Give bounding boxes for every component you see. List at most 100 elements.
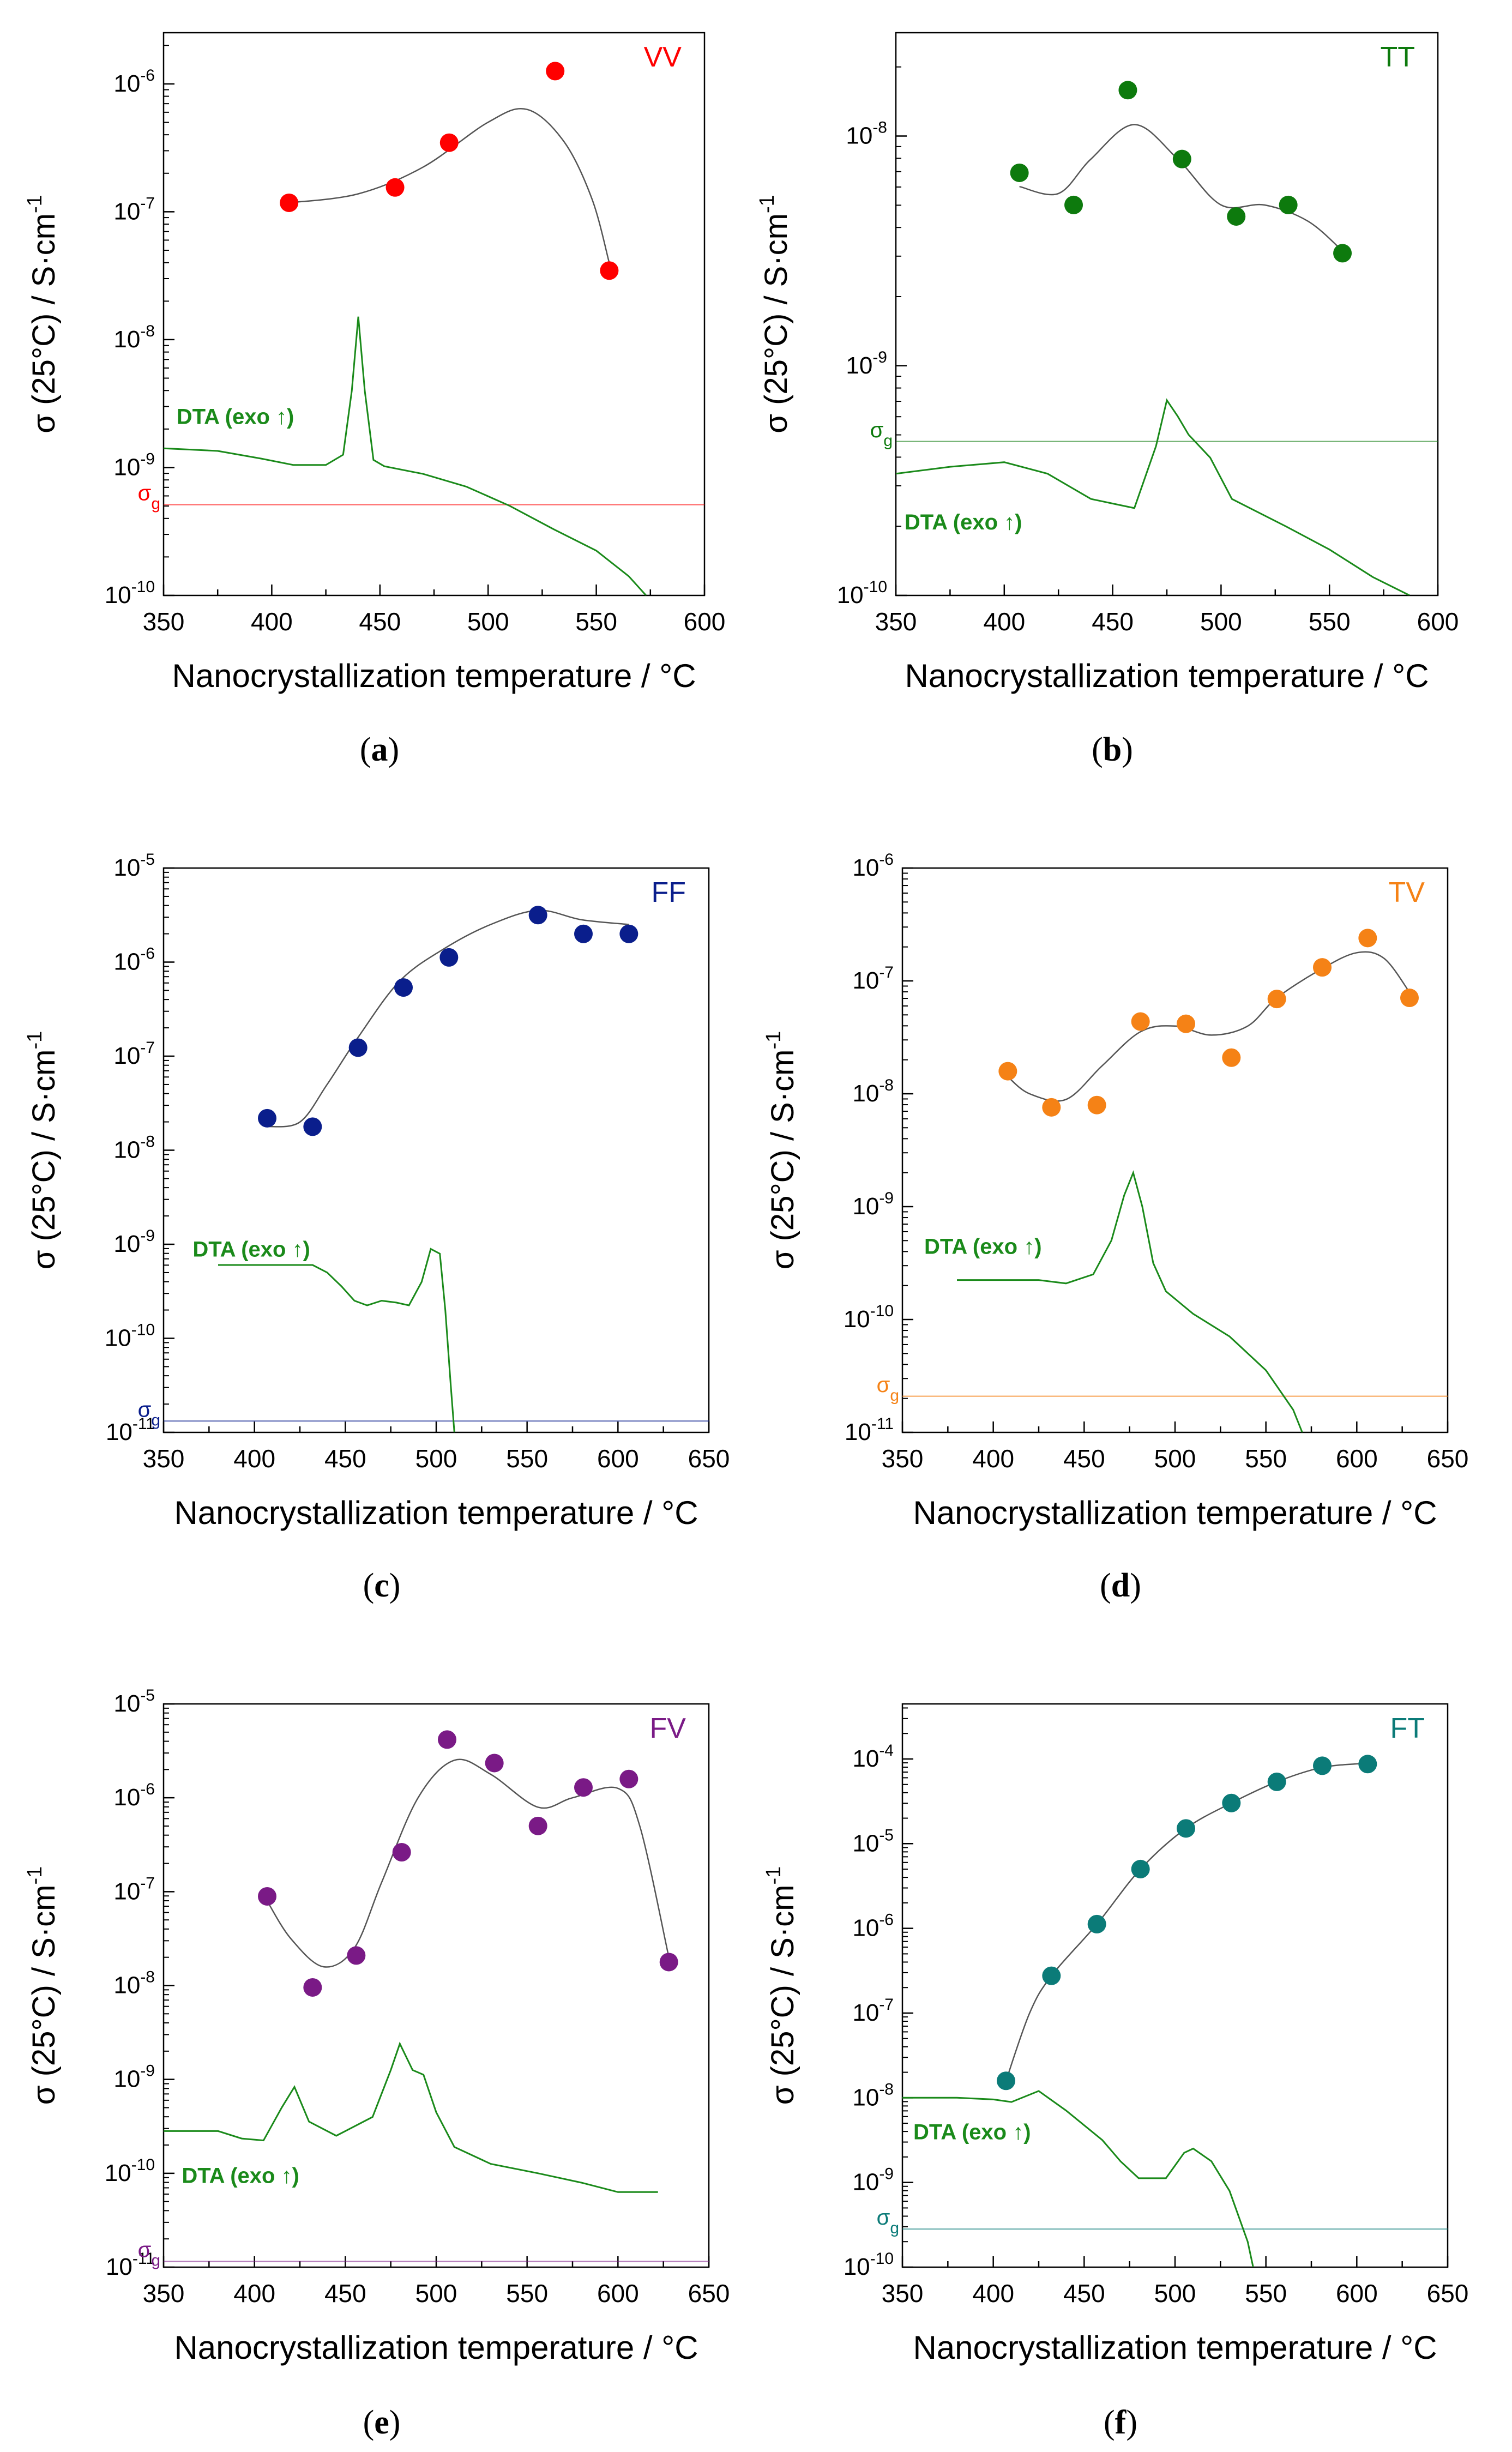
y-tick-label: 10-10 (105, 1321, 155, 1352)
chart-panel-c: 350 400 450 500 550 600 650 10-11 10-10 10-9 10-8 1… (23, 851, 730, 1604)
x-tick-label: 550 (1245, 1444, 1287, 1473)
data-point (1267, 1772, 1286, 1791)
dta-curve (902, 2090, 1254, 2267)
plot-frame (901, 1703, 1449, 2268)
y-tick-label: 10-7 (113, 1874, 155, 1905)
data-point (439, 948, 459, 967)
y-tick-label: 10-9 (852, 2165, 894, 2196)
y-tick-label: 10-6 (852, 1911, 894, 1942)
x-tick-label: 550 (506, 2279, 548, 2308)
x-tick-label: 350 (143, 607, 185, 636)
y-tick-label: 10-10 (844, 2250, 894, 2280)
x-tick-label: 400 (972, 2279, 1014, 2308)
x-tick-label: 500 (467, 607, 509, 636)
x-tick-label: 350 (882, 1444, 924, 1473)
dta-label: DTA (exo ↑) (192, 1238, 310, 1262)
sigma-g-label: σg (138, 2238, 160, 2270)
sigma-g-label: σg (877, 2206, 899, 2237)
y-tick-label: 10-7 (852, 963, 894, 994)
y-tick-label: 10-4 (852, 1742, 894, 1772)
data-point (1087, 1095, 1106, 1114)
y-tick-label: 10-7 (113, 194, 155, 225)
data-point (574, 1778, 593, 1797)
y-tick-label: 10-7 (852, 1996, 894, 2026)
dta-label: DTA (exo ↑) (913, 2120, 1031, 2144)
panel-caption: (c) (363, 1567, 401, 1604)
dta-label: DTA (exo ↑) (905, 510, 1022, 534)
data-point (546, 62, 565, 81)
dta-curve (957, 1170, 1303, 1432)
x-tick-label: 550 (1245, 2279, 1287, 2308)
x-axis-title: Nanocrystallization temperature / °C (913, 2329, 1437, 2366)
fit-curve (266, 1758, 670, 1968)
x-tick-label: 650 (1427, 1444, 1469, 1473)
sigma-g-label: σg (877, 1373, 899, 1405)
data-point (1279, 195, 1298, 214)
chart-panel-d: 350 400 450 500 550 600 650 10-11 10-10 10-9 10-8 1… (762, 851, 1468, 1604)
fit-curve (1019, 124, 1343, 252)
data-point (280, 193, 299, 212)
y-tick-label: 10-5 (113, 1686, 155, 1717)
sample-label: TV (1389, 877, 1425, 908)
plot-frame (901, 867, 1449, 1433)
data-point (303, 1978, 322, 1997)
sigma-g-label: σg (870, 418, 893, 450)
x-tick-label: 350 (143, 1444, 185, 1473)
x-tick-label: 400 (233, 1444, 275, 1473)
data-point (348, 1038, 368, 1057)
data-point (574, 924, 593, 943)
data-point (1222, 1793, 1241, 1812)
data-point (1222, 1048, 1241, 1067)
data-point (998, 1062, 1017, 1081)
x-tick-label: 550 (506, 1444, 548, 1473)
dta-curve (896, 398, 1410, 595)
data-point (392, 1843, 411, 1862)
x-tick-label: 600 (597, 2279, 639, 2308)
plot-area (164, 906, 709, 1432)
x-axis-title: Nanocrystallization temperature / °C (174, 1495, 698, 1531)
x-tick-label: 650 (688, 1444, 730, 1473)
sample-label: VV (644, 41, 682, 73)
x-tick-label: 450 (1092, 607, 1134, 636)
panel-caption: (d) (1100, 1567, 1141, 1604)
y-axis-title: σ (25°C) / S·cm-1 (23, 1031, 62, 1270)
x-tick-label: 500 (415, 1444, 457, 1473)
x-tick-label: 350 (882, 2279, 924, 2308)
chart-panel-e: 350 400 450 500 550 600 650 10-11 10-10 10-9 10-8 1… (23, 1686, 730, 2441)
data-point (1177, 1819, 1195, 1838)
data-point (258, 1887, 276, 1906)
data-point (1333, 244, 1352, 263)
y-tick-label: 10-9 (846, 348, 887, 379)
y-tick-label: 10-10 (837, 578, 887, 609)
y-axis-title: σ (25°C) / S·cm-1 (762, 1031, 800, 1270)
y-tick-label: 10-6 (113, 67, 155, 97)
x-axis-title: Nanocrystallization temperature / °C (913, 1495, 1437, 1531)
x-tick-label: 400 (251, 607, 293, 636)
data-point (659, 1953, 678, 1972)
x-tick-label: 650 (1427, 2279, 1469, 2308)
data-point (1087, 1914, 1106, 1933)
data-point (1010, 163, 1029, 182)
fit-curve (288, 108, 610, 263)
fit-curve (1005, 1762, 1368, 2081)
x-tick-label: 550 (575, 607, 617, 636)
data-point (1313, 958, 1332, 977)
data-point (347, 1946, 366, 1965)
y-tick-label: 10-10 (105, 2156, 155, 2186)
plot-frame (162, 867, 710, 1433)
chart-panel-b: 350 400 450 500 550 600 10-10 10-9 10-8 Nanocryst… (756, 32, 1459, 768)
plot-area (902, 929, 1448, 1432)
x-axis-title: Nanocrystallization temperature / °C (172, 658, 696, 694)
x-axis-title: Nanocrystallization temperature / °C (174, 2329, 698, 2366)
panel-caption: (b) (1092, 731, 1133, 768)
y-axis-title: σ (25°C) / S·cm-1 (762, 1866, 800, 2105)
data-point (1177, 1014, 1195, 1033)
y-tick-label: 10-8 (113, 322, 155, 353)
dta-curve (218, 1248, 455, 1432)
plot-area (164, 62, 704, 595)
data-point (1042, 1966, 1061, 1985)
x-tick-label: 600 (684, 607, 726, 636)
y-tick-label: 10-9 (113, 450, 155, 480)
x-axis-title: Nanocrystallization temperature / °C (905, 658, 1429, 694)
x-tick-label: 500 (1200, 607, 1242, 636)
